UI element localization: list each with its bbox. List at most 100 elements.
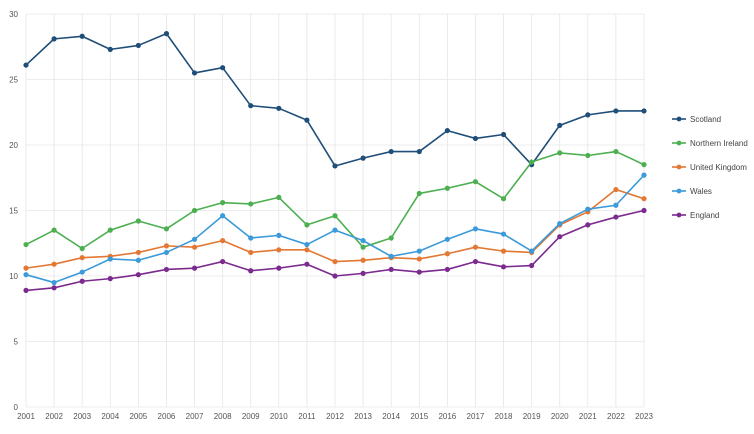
data-point — [23, 241, 29, 248]
data-point — [500, 248, 507, 254]
data-point — [304, 222, 310, 228]
data-point — [23, 62, 29, 68]
data-point — [388, 253, 394, 259]
data-point — [472, 179, 479, 185]
data-point — [276, 247, 282, 253]
x-tick-label: 2017 — [467, 412, 485, 421]
data-point — [332, 273, 338, 279]
legend-label: United Kingdom — [690, 163, 747, 172]
data-point — [163, 249, 170, 256]
data-point — [51, 227, 57, 233]
data-point — [388, 266, 394, 273]
x-tick-label: 2018 — [495, 412, 513, 421]
data-point — [388, 148, 394, 155]
y-tick-label: 25 — [9, 76, 18, 85]
data-point — [613, 148, 619, 155]
data-point — [135, 42, 141, 49]
data-point — [191, 207, 198, 214]
data-point — [613, 108, 619, 114]
x-tick-label: 2022 — [607, 412, 625, 421]
data-point — [472, 258, 479, 265]
data-point — [360, 270, 366, 276]
data-point — [248, 103, 254, 109]
data-point — [444, 185, 450, 191]
x-tick-label: 2021 — [579, 412, 597, 421]
data-point — [416, 269, 422, 275]
data-point — [641, 162, 647, 168]
data-point — [500, 196, 507, 202]
legend-item: Scotland — [672, 115, 721, 124]
data-point — [585, 152, 591, 159]
data-point — [529, 159, 535, 165]
legend-swatch-marker — [676, 188, 682, 194]
x-tick-label: 2005 — [129, 412, 147, 421]
data-point — [444, 236, 450, 242]
data-point — [248, 235, 254, 241]
data-point — [641, 196, 647, 202]
y-tick-label: 30 — [9, 10, 18, 19]
legend-label: Wales — [690, 187, 712, 196]
data-point — [23, 265, 29, 271]
legend-item: Northern Ireland — [672, 139, 748, 148]
data-point — [191, 236, 198, 242]
data-point — [23, 287, 29, 294]
data-point — [107, 256, 113, 262]
axis-labels: 0 5 10 15 20 25 30 2001 2002 2003 2004 2005 2006 2007… — [9, 10, 653, 421]
data-point — [360, 238, 366, 244]
data-point — [304, 261, 310, 267]
data-point — [557, 150, 563, 156]
data-point — [416, 190, 422, 197]
data-point — [304, 117, 310, 123]
data-point — [107, 46, 113, 52]
data-point — [51, 279, 57, 286]
data-point — [500, 264, 507, 270]
data-point — [641, 108, 647, 114]
x-tick-label: 2001 — [17, 412, 35, 421]
data-point — [163, 226, 170, 232]
data-point — [79, 255, 85, 261]
data-point — [107, 276, 113, 282]
x-tick-label: 2006 — [158, 412, 176, 421]
data-point — [79, 278, 85, 284]
legend-label: Scotland — [690, 115, 721, 124]
series-england — [23, 207, 647, 294]
x-tick-label: 2004 — [101, 412, 119, 421]
data-point — [472, 135, 479, 142]
x-tick-label: 2009 — [242, 412, 260, 421]
data-point — [332, 163, 338, 169]
data-point — [220, 213, 226, 219]
data-point — [585, 112, 591, 118]
data-point — [613, 186, 619, 193]
data-point — [135, 249, 141, 256]
data-point — [248, 201, 254, 207]
x-tick-label: 2007 — [186, 412, 204, 421]
x-tick-label: 2014 — [382, 412, 400, 421]
y-tick-label: 15 — [9, 207, 18, 216]
data-point — [163, 31, 170, 37]
data-point — [220, 200, 226, 206]
legend: Scotland Northern Ireland United Kingdom Wa… — [672, 115, 748, 220]
data-point — [191, 265, 198, 271]
legend-swatch-marker — [676, 212, 682, 218]
x-tick-label: 2019 — [523, 412, 541, 421]
x-tick-label: 2003 — [73, 412, 91, 421]
data-point — [416, 248, 422, 254]
x-tick-label: 2008 — [214, 412, 232, 421]
data-point — [332, 227, 338, 233]
data-point — [51, 261, 57, 267]
data-point — [79, 33, 85, 39]
data-point — [276, 265, 282, 271]
data-point — [585, 222, 591, 228]
data-point — [163, 243, 170, 249]
legend-item: England — [672, 211, 719, 220]
data-point — [276, 194, 282, 200]
legend-label: Northern Ireland — [690, 139, 748, 148]
data-point — [191, 244, 198, 250]
data-point — [444, 127, 450, 134]
legend-item: Wales — [672, 187, 712, 196]
legend-swatch-marker — [676, 164, 682, 170]
data-point — [135, 218, 141, 224]
data-point — [51, 285, 57, 291]
series-lines — [23, 31, 647, 294]
